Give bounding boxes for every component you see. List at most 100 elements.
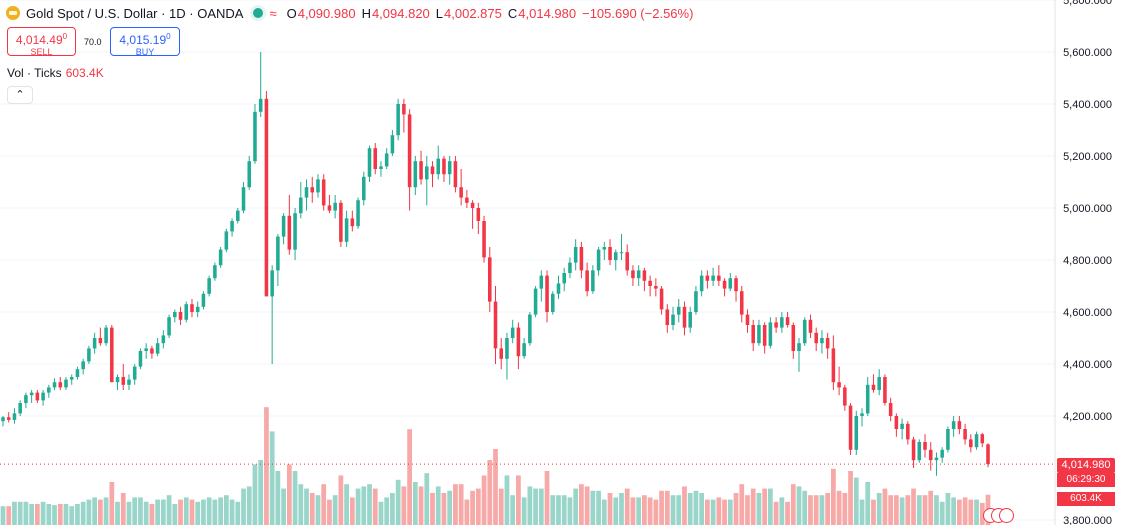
volume-bar — [916, 495, 922, 525]
volume-bar — [155, 499, 160, 525]
candle-body — [734, 278, 738, 292]
candle-body — [258, 98, 263, 112]
volume-bar — [659, 490, 664, 525]
candle-body — [287, 215, 292, 250]
candle-body — [688, 312, 692, 328]
volume-bar — [521, 497, 527, 525]
candle-body — [539, 275, 544, 289]
candle-body — [900, 423, 904, 429]
volume-bar — [624, 488, 630, 525]
candle-body — [407, 114, 412, 188]
price-tick-label: 4,400.000 — [1063, 359, 1112, 371]
volume-bar — [882, 488, 888, 525]
volume-bar — [487, 460, 493, 525]
volume-bar — [458, 484, 464, 525]
candle-body — [362, 176, 366, 201]
candle-body — [270, 270, 274, 297]
volume-bar — [945, 493, 951, 525]
volume-bar — [716, 497, 722, 525]
volume-bar — [853, 477, 859, 525]
volume-bar — [619, 493, 624, 525]
candle-body — [384, 153, 389, 167]
volume-bar — [790, 484, 796, 525]
candle-body — [321, 179, 326, 206]
volume-bar — [762, 488, 768, 525]
candle-body — [917, 442, 922, 461]
volume-bar — [710, 499, 716, 525]
volume-bar — [888, 495, 894, 525]
price-axis[interactable]: 5,800.000 5,600.000 5,400.000 5,200.000 5,00… — [1063, 0, 1112, 525]
volume-bar — [109, 482, 115, 525]
candle-body — [327, 205, 332, 211]
volume-bar — [636, 497, 642, 525]
candle-body — [493, 301, 498, 349]
sell-button[interactable]: 4,014.490 SELL — [7, 27, 76, 57]
volume-bar — [808, 495, 813, 525]
candle-body — [344, 218, 349, 242]
volume-bar — [939, 501, 945, 525]
candle-body — [711, 275, 715, 281]
volume-bar — [166, 495, 172, 525]
candle-body — [722, 280, 727, 289]
close-value: 4,014.980 — [518, 5, 577, 21]
buy-label: BUY — [135, 47, 155, 57]
volume-bar — [550, 495, 556, 525]
candle-body — [87, 348, 91, 362]
volume-bar — [687, 493, 693, 525]
volume-bar — [80, 501, 86, 525]
candle-body — [230, 221, 234, 232]
volume-bar — [493, 449, 498, 525]
volume-bar — [447, 490, 453, 525]
candle-body — [447, 161, 452, 175]
volume-bar — [579, 484, 584, 525]
collapse-legend-button[interactable]: ⌃ — [7, 86, 33, 104]
volume-bar — [573, 488, 579, 525]
candle-body — [894, 416, 899, 429]
candle-body — [213, 265, 217, 279]
candle-body — [430, 166, 435, 175]
candle-body — [940, 449, 944, 458]
volume-bar — [968, 499, 974, 525]
candle-body — [373, 148, 378, 169]
price-tick-label: 4,200.000 — [1063, 411, 1112, 423]
volume-bar — [390, 493, 395, 525]
candle-body — [613, 252, 618, 260]
candle-body — [780, 317, 784, 328]
volume-bar — [63, 504, 69, 525]
low-value: 4,002.875 — [444, 5, 502, 21]
candle-body — [694, 291, 698, 312]
volume-bar — [516, 475, 521, 525]
candle-body — [585, 270, 589, 292]
candle-body — [545, 275, 549, 312]
price-tick-label: 5,200.000 — [1063, 151, 1112, 163]
candle-body — [974, 434, 979, 448]
volume-legend-value: 603.4K — [65, 66, 104, 80]
candle-body — [35, 392, 40, 401]
volume-bar — [355, 488, 361, 525]
volume-bar — [23, 501, 29, 525]
volume-legend[interactable]: Vol · Ticks 603.4K — [7, 66, 104, 80]
candle-body — [757, 325, 761, 344]
candle-body — [843, 387, 847, 406]
symbol-title[interactable]: Gold Spot / U.S. Dollar · 1D · OANDA — [26, 5, 244, 21]
candle-body — [556, 283, 561, 294]
volume-bar — [785, 501, 790, 525]
volume-bar — [510, 495, 516, 525]
volume-bar — [143, 501, 149, 525]
volume-bar — [670, 495, 676, 525]
candle-body — [860, 413, 864, 416]
candle-body — [333, 202, 337, 211]
volume-bar — [57, 504, 63, 525]
volume-bar — [871, 499, 876, 525]
volume-bar — [315, 495, 321, 525]
candle-body — [396, 104, 400, 136]
volume-bar — [590, 490, 596, 525]
volume-bar — [928, 490, 934, 525]
sell-label: SELL — [30, 47, 53, 57]
candle-body — [654, 286, 658, 289]
volume-bar — [773, 501, 779, 525]
buy-button[interactable]: 4,015.190 BUY — [110, 27, 180, 57]
volume-bar — [241, 488, 246, 525]
candle-body — [797, 343, 801, 351]
